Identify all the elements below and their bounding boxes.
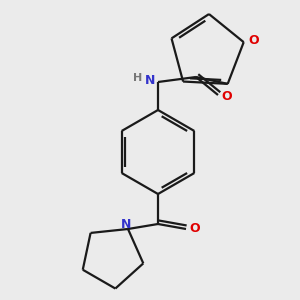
Text: O: O (222, 91, 232, 103)
Text: H: H (134, 73, 142, 83)
Text: O: O (248, 34, 259, 47)
Text: N: N (145, 74, 155, 86)
Text: O: O (190, 223, 200, 236)
Text: N: N (121, 218, 131, 232)
